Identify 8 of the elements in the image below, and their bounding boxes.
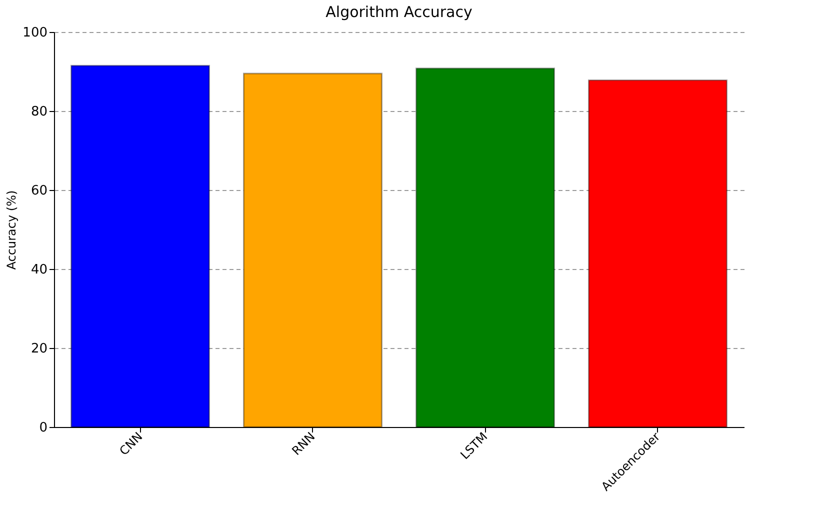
y-tick-label: 40: [30, 262, 48, 278]
chart-title: Algorithm Accuracy: [326, 3, 472, 21]
y-axis-title: Accuracy (%): [4, 190, 19, 270]
y-tick-label: 60: [30, 184, 48, 198]
y-tick-label: 80: [30, 104, 48, 120]
y-tick-label: 20: [30, 342, 48, 356]
y-tick-label: 100: [22, 26, 48, 40]
y-tick-label: 0: [39, 420, 48, 436]
